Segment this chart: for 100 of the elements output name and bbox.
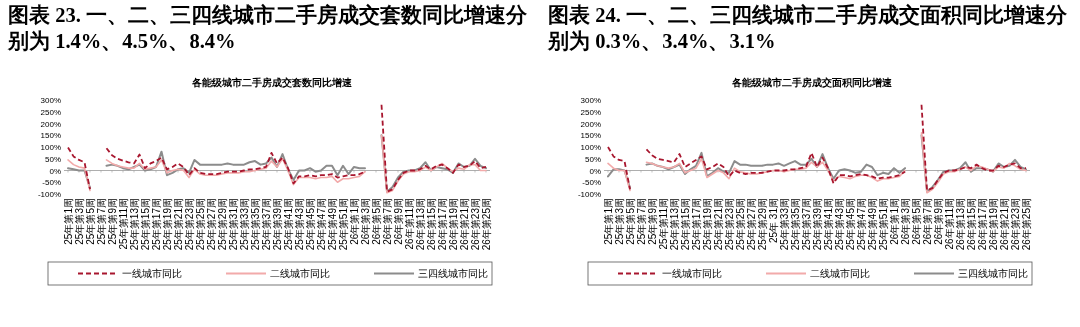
x-tick-label: 25年第43周 — [293, 198, 305, 251]
y-tick-label: 150% — [40, 131, 61, 141]
chart-title: 图表 23. 一、二、三四线城市二手房成交套数同比增速分别为 1.4%、4.5%、8.4% — [7, 3, 528, 52]
x-tick-label: 25年第3周 — [613, 198, 625, 245]
x-tick-label: 26年第17周 — [976, 198, 988, 251]
x-tick-label: 25年第9周 — [646, 198, 658, 245]
x-tick-label: 25年第35周 — [789, 198, 801, 251]
x-tick-label: 25年第3周 — [73, 198, 85, 245]
chart-subtitle: 各能级城市二手房成交套数同比增速 — [191, 77, 353, 88]
x-tick-label: 25年第1周 — [62, 198, 74, 245]
x-tick-label: 26年第15周 — [425, 198, 437, 251]
x-tick-label: 25年第37周 — [800, 198, 812, 251]
x-tick-label: 25年第41周 — [282, 198, 294, 251]
x-tick-label: 25年第7周 — [95, 198, 107, 245]
x-tick-label: 26年第13周 — [954, 198, 966, 251]
x-tick-label: 25年第47周 — [315, 198, 327, 251]
x-tick-label: 25年第49周 — [866, 198, 878, 251]
x-tick-label: 25年 31周 — [767, 198, 779, 244]
x-tick-label: 26年第9周 — [392, 198, 404, 245]
x-tick-label: 26年第1周 — [888, 198, 900, 245]
x-tick-label: 25年第11周 — [657, 198, 669, 250]
x-tick-label: 26年第11周 — [943, 198, 955, 250]
x-tick-label: 25年第45周 — [304, 198, 316, 251]
x-tick-label: 25年第21周 — [172, 198, 184, 251]
x-tick-label: 26年第25周 — [1020, 198, 1032, 251]
legend-label: 一线城市同比 — [122, 267, 182, 279]
x-tick-label: 26年第9周 — [932, 198, 944, 245]
y-tick-label: 300% — [40, 96, 61, 105]
x-tick-label: 25年第25周 — [734, 198, 746, 251]
x-tick-label: 26年第5周 — [910, 198, 922, 245]
y-tick-label: -100% — [37, 190, 61, 199]
x-tick-label: 25年第47周 — [855, 198, 867, 251]
x-tick-label: 25年第7周 — [635, 198, 647, 245]
y-tick-label: 300% — [580, 96, 601, 105]
x-tick-label: 26年第25周 — [480, 198, 492, 251]
x-tick-label: 26年第3周 — [359, 198, 371, 245]
x-tick-label: 25年第17周 — [690, 198, 702, 251]
x-tick-label: 25年第11周 — [117, 198, 129, 250]
x-tick-label: 26年第23周 — [469, 198, 481, 251]
y-tick-label: -50% — [582, 178, 601, 188]
x-tick-label: 25年第37周 — [260, 198, 272, 251]
y-tick-label: 0% — [49, 166, 61, 176]
x-tick-label: 25年第21周 — [712, 198, 724, 251]
x-tick-label: 26年第17周 — [436, 198, 448, 251]
x-tick-label: 25年第33周 — [238, 198, 250, 251]
x-tick-label: 26年第5周 — [370, 198, 382, 245]
x-tick-label: 25年第27周 — [745, 198, 757, 251]
x-tick-label: 26年第23周 — [1009, 198, 1021, 251]
x-tick-label: 25年第23周 — [183, 198, 195, 251]
y-tick-label: 100% — [40, 143, 61, 152]
x-tick-label: 26年第3周 — [899, 198, 911, 245]
legend-label: 二线城市同比 — [810, 267, 870, 279]
x-tick-label: 25年第23周 — [723, 198, 735, 251]
x-tick-label: 25年第39周 — [271, 198, 283, 251]
x-tick-label: 25年第17周 — [150, 198, 162, 251]
y-tick-label: 50% — [584, 154, 601, 164]
x-tick-label: 25年第51周 — [877, 198, 889, 251]
x-tick-label: 25年第45周 — [844, 198, 856, 251]
x-tick-label: 26年第11周 — [403, 198, 415, 250]
y-tick-label: 200% — [40, 119, 61, 129]
x-tick-label: 26年第7周 — [921, 198, 933, 245]
x-tick-label: 25年第13周 — [668, 198, 680, 251]
y-tick-label: 50% — [44, 154, 61, 164]
x-tick-label: 25年第49周 — [326, 198, 338, 251]
x-tick-label: 25年第9周 — [106, 198, 118, 245]
x-tick-label: 26年第19周 — [447, 198, 459, 251]
x-tick-label: 26年第13周 — [414, 198, 426, 251]
x-tick-label: 25年第13周 — [128, 198, 140, 251]
x-tick-label: 25年第15周 — [139, 198, 151, 251]
x-tick-label: 25年第35周 — [249, 198, 261, 251]
y-tick-label: 0% — [589, 166, 601, 176]
x-tick-label: 25年第33周 — [778, 198, 790, 251]
chart-title: 图表 24. 一、二、三四线城市二手房成交面积同比增速分别为 0.3%、3.4%、3.1% — [547, 3, 1068, 52]
y-tick-label: 150% — [580, 131, 601, 141]
x-tick-label: 26年第21周 — [998, 198, 1010, 251]
y-tick-label: 250% — [40, 107, 61, 117]
y-tick-label: 250% — [580, 107, 601, 117]
x-tick-label: 25年第43周 — [833, 198, 845, 251]
x-tick-label: 25年第41周 — [822, 198, 834, 251]
y-tick-label: 100% — [580, 143, 601, 152]
x-tick-label: 25年第51周 — [337, 198, 349, 251]
x-tick-label: 25年第19周 — [701, 198, 713, 251]
x-tick-label: 25年第29周 — [216, 198, 228, 251]
x-tick-label: 25年第19周 — [161, 198, 173, 251]
y-tick-label: -50% — [42, 178, 61, 188]
x-tick-label: 25年第25周 — [194, 198, 206, 251]
x-tick-label: 25年第39周 — [811, 198, 823, 251]
x-tick-label: 25年第5周 — [84, 198, 96, 245]
x-tick-label: 25年第5周 — [624, 198, 636, 245]
y-tick-label: 200% — [580, 119, 601, 129]
legend-label: 三四线城市同比 — [958, 267, 1028, 279]
x-tick-label: 25年第27周 — [205, 198, 217, 251]
x-tick-label: 26年第1周 — [348, 198, 360, 245]
x-tick-label: 26年第21周 — [458, 198, 470, 251]
y-tick-label: -100% — [577, 190, 601, 199]
x-tick-label: 26年第15周 — [965, 198, 977, 251]
x-tick-label: 25年第15周 — [679, 198, 691, 251]
legend-label: 一线城市同比 — [662, 267, 722, 279]
x-tick-label: 26年第19周 — [987, 198, 999, 251]
chart-subtitle: 各能级城市二手房成交面积同比增速 — [731, 77, 893, 88]
